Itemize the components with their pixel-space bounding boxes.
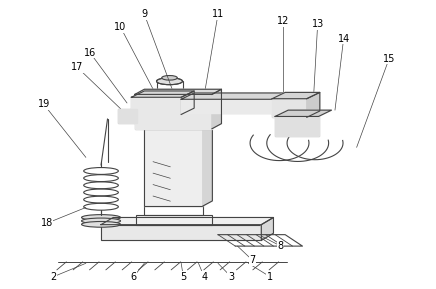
Bar <box>144 206 203 215</box>
Polygon shape <box>203 124 212 206</box>
Bar <box>177 186 201 205</box>
Polygon shape <box>181 99 276 113</box>
Text: 17: 17 <box>71 62 83 72</box>
Polygon shape <box>181 91 194 114</box>
Text: 18: 18 <box>41 218 53 228</box>
Bar <box>144 129 203 206</box>
Polygon shape <box>135 95 212 129</box>
Polygon shape <box>131 91 194 97</box>
Ellipse shape <box>82 215 120 220</box>
Text: 16: 16 <box>84 48 96 58</box>
Text: 13: 13 <box>311 19 324 29</box>
Bar <box>135 95 212 129</box>
Text: 6: 6 <box>130 272 136 282</box>
Text: 19: 19 <box>38 99 50 110</box>
Polygon shape <box>118 109 136 123</box>
Polygon shape <box>212 89 221 129</box>
Ellipse shape <box>82 221 120 227</box>
Text: 2: 2 <box>50 272 57 282</box>
Bar <box>136 215 211 225</box>
Text: 7: 7 <box>249 255 256 265</box>
Polygon shape <box>131 97 181 114</box>
Ellipse shape <box>82 218 120 224</box>
Ellipse shape <box>162 75 177 80</box>
Text: 14: 14 <box>337 34 350 44</box>
Polygon shape <box>261 218 273 240</box>
Text: 9: 9 <box>141 9 147 19</box>
Text: 11: 11 <box>212 9 224 19</box>
Polygon shape <box>307 92 320 117</box>
Polygon shape <box>275 116 319 136</box>
Ellipse shape <box>157 78 183 85</box>
Polygon shape <box>144 124 212 129</box>
Polygon shape <box>181 93 290 99</box>
Bar <box>275 116 319 136</box>
Text: 8: 8 <box>278 241 284 251</box>
Bar <box>131 97 181 114</box>
Text: 15: 15 <box>383 54 395 64</box>
Text: 3: 3 <box>228 272 234 282</box>
Polygon shape <box>101 225 261 240</box>
Text: 1: 1 <box>267 272 273 282</box>
Bar <box>101 225 261 240</box>
Text: 4: 4 <box>201 272 207 282</box>
Polygon shape <box>135 89 221 95</box>
Bar <box>157 81 183 89</box>
Bar <box>272 99 307 117</box>
Text: 12: 12 <box>277 16 289 26</box>
Text: 10: 10 <box>114 22 126 32</box>
Polygon shape <box>272 99 307 117</box>
Text: 5: 5 <box>180 272 187 282</box>
Polygon shape <box>272 92 320 99</box>
Polygon shape <box>144 129 203 206</box>
Polygon shape <box>275 110 331 116</box>
Bar <box>118 109 136 123</box>
Polygon shape <box>101 218 273 225</box>
Bar <box>181 99 276 113</box>
